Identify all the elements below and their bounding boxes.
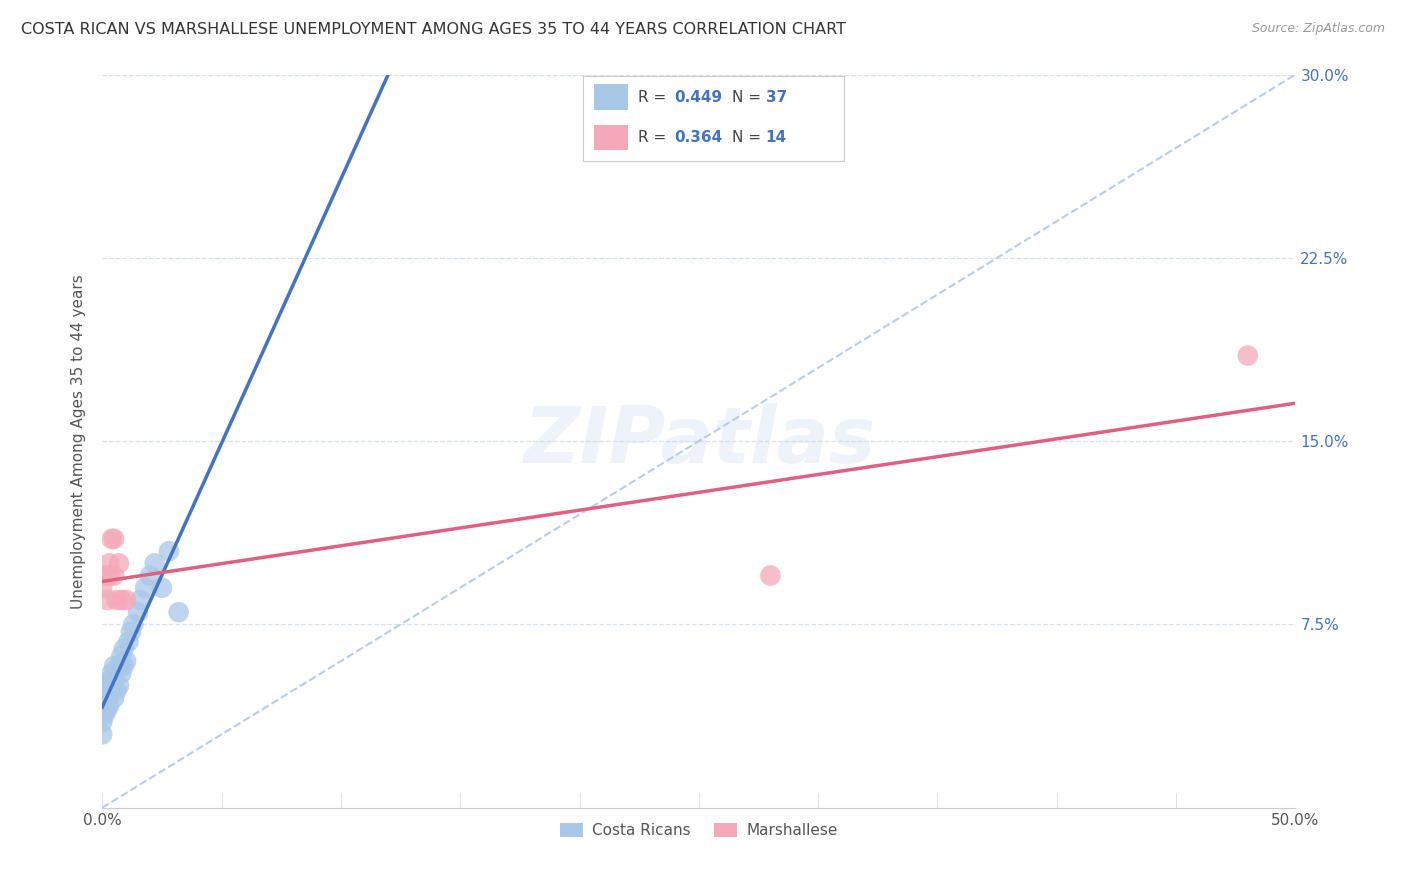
Text: 0.449: 0.449 bbox=[675, 90, 723, 105]
Text: 37: 37 bbox=[765, 90, 787, 105]
Text: ZIPatlas: ZIPatlas bbox=[523, 403, 875, 479]
Point bbox=[100, 679, 122, 693]
Point bbox=[157, 544, 180, 558]
Point bbox=[108, 679, 131, 693]
FancyBboxPatch shape bbox=[593, 125, 627, 151]
Point bbox=[122, 617, 145, 632]
Point bbox=[93, 689, 115, 703]
Point bbox=[112, 641, 135, 656]
Point bbox=[91, 703, 114, 717]
Point bbox=[108, 659, 131, 673]
Point bbox=[120, 624, 142, 639]
Point bbox=[112, 659, 135, 673]
Point bbox=[103, 568, 125, 582]
Text: N =: N = bbox=[731, 90, 766, 105]
Text: 0.364: 0.364 bbox=[675, 130, 723, 145]
FancyBboxPatch shape bbox=[593, 85, 627, 110]
Text: COSTA RICAN VS MARSHALLESE UNEMPLOYMENT AMONG AGES 35 TO 44 YEARS CORRELATION CH: COSTA RICAN VS MARSHALLESE UNEMPLOYMENT … bbox=[21, 22, 846, 37]
Point bbox=[98, 557, 121, 571]
Point bbox=[91, 727, 114, 741]
Point bbox=[98, 683, 121, 698]
Point bbox=[100, 532, 122, 546]
Text: R =: R = bbox=[638, 90, 671, 105]
Point bbox=[96, 593, 118, 607]
Point bbox=[127, 605, 149, 619]
Point bbox=[91, 715, 114, 730]
Point bbox=[105, 683, 128, 698]
Y-axis label: Unemployment Among Ages 35 to 44 years: Unemployment Among Ages 35 to 44 years bbox=[72, 274, 86, 608]
Point bbox=[91, 581, 114, 595]
Text: N =: N = bbox=[731, 130, 766, 145]
Text: R =: R = bbox=[638, 130, 671, 145]
Text: Source: ZipAtlas.com: Source: ZipAtlas.com bbox=[1251, 22, 1385, 36]
Point bbox=[1236, 349, 1258, 363]
Point bbox=[759, 568, 782, 582]
Point bbox=[110, 649, 132, 664]
Point bbox=[105, 664, 128, 678]
Point bbox=[103, 673, 125, 688]
Point bbox=[134, 581, 156, 595]
Point bbox=[96, 693, 118, 707]
Point bbox=[129, 593, 152, 607]
Point bbox=[110, 666, 132, 681]
Point bbox=[103, 532, 125, 546]
Point bbox=[117, 634, 139, 648]
Point bbox=[115, 593, 138, 607]
Point bbox=[103, 659, 125, 673]
Point bbox=[100, 666, 122, 681]
Point bbox=[93, 568, 115, 582]
Point bbox=[93, 698, 115, 712]
Point bbox=[143, 557, 166, 571]
Legend: Costa Ricans, Marshallese: Costa Ricans, Marshallese bbox=[554, 817, 844, 844]
Point bbox=[96, 679, 118, 693]
Text: 14: 14 bbox=[765, 130, 787, 145]
Point bbox=[150, 581, 173, 595]
Point bbox=[115, 654, 138, 668]
Point bbox=[139, 568, 162, 582]
Point bbox=[108, 557, 131, 571]
Point bbox=[98, 568, 121, 582]
Point bbox=[167, 605, 190, 619]
Point bbox=[103, 690, 125, 705]
Point bbox=[98, 698, 121, 712]
Point bbox=[98, 673, 121, 688]
Point bbox=[105, 593, 128, 607]
Point bbox=[93, 707, 115, 722]
Point bbox=[110, 593, 132, 607]
Point bbox=[96, 703, 118, 717]
